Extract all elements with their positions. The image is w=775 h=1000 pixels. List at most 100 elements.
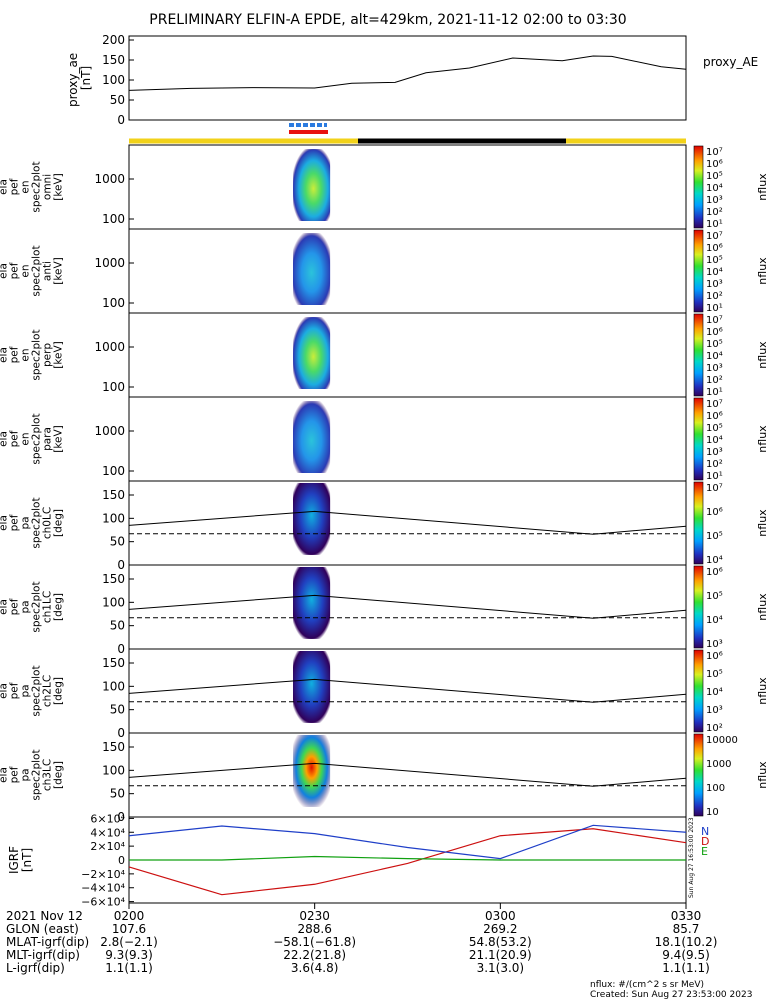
panel-ylabel: elapefpaspec2plotch2LC[deg] [0,665,65,716]
pitch-angle-patch [293,483,331,555]
colorbar-tick-label: 10⁵ [706,255,723,266]
proxy-ae-ylabel-line-1: proxy_ae [66,53,80,107]
loss-cone-line [128,510,687,535]
footer-units: nflux: #/(cm^2 s sr MeV) [590,980,704,990]
colorbar-tick-label: 10⁷ [706,483,723,494]
panel-ylabel-line: [deg] [53,593,65,621]
panel-frame [128,564,687,650]
time-axis-value: 21.1(20.9) [469,948,532,962]
proxy-ae-yticks: 0 50 100 150 200 [102,33,134,127]
colorbar-tick-label: 10¹ [706,219,723,230]
colorbar-tick-label: 10⁶ [706,243,723,254]
panel-ylabel-line: pa [20,600,32,613]
panel-ylabel: elapefenspec2plotpara[keV] [0,413,65,464]
panel-ylabel-line: ela [0,683,10,699]
ytick-label: 50 [110,703,125,717]
vertical-timestamp: Sun Aug 27 16:53:00 2023 [688,817,695,898]
colorbar-tick-label: 1000 [706,759,731,770]
igrf-ytick-label: −4×10⁴ [81,882,125,895]
time-axis-value: 3.1(3.0) [477,961,525,975]
panel-ylabel-line: [deg] [53,761,65,789]
panel-ylabel-line: spec2plot [31,581,43,632]
time-axis-value: 269.2 [483,922,517,936]
loss-cone-line [128,762,687,787]
igrf-ytick-label: 4×10⁴ [90,826,125,839]
colorbar-tick-label: 10² [706,723,723,734]
panel-ylabel-line: [keV] [53,341,65,369]
panel-ylabel-line: spec2plot [31,497,43,548]
colorbar-label: nflux [756,425,769,453]
loss-cone-line [128,594,687,619]
ytick-label: 100 [102,511,125,525]
colorbar-tick-label: 10⁵ [706,669,723,680]
proxy-ae-panel: 0 50 100 150 200 proxy_ae [nT] proxy_AE [66,33,758,127]
panel-frame [128,144,687,230]
colorbar-tick-label: 10⁶ [706,327,723,338]
colorbar-tick-label: 10⁶ [706,567,723,578]
panel-ylabel-line: para [42,427,54,451]
time-axis-value: 288.6 [297,922,331,936]
panel-ylabel-line: pef [9,178,21,195]
panel-7: elapefpaspec2plotch2LC[deg] 0 50 100 150 10² 1… [0,648,769,740]
time-axis-value: 9.4(9.5) [662,948,710,962]
time-axis-value: 18.1(10.2) [655,935,718,949]
panel-1: elapefenspec2plotomni[keV]100100010¹10²1… [0,144,769,230]
time-axis-value: −58.1(−61.8) [273,935,356,949]
igrf-ytick-label: 0 [118,854,125,867]
colorbar-label: nflux [756,761,769,789]
panel-ylabel-line: pef [9,262,21,279]
proxy-ae-ytick-label: 50 [110,93,125,107]
panel-ylabel: elapefpaspec2plotch0LC[deg] [0,497,65,548]
panel-ylabel-line: spec2plot [31,161,43,212]
colorbar-label: nflux [756,677,769,705]
proxy-ae-ylabel-line-2: [nT] [79,66,93,90]
page-title: PRELIMINARY ELFIN-A EPDE, alt=429km, 202… [149,12,626,28]
spectrogram-patch [293,401,331,473]
panel-4: elapefenspec2plotpara[keV]100100010¹10²1… [0,396,769,482]
ytick-label: 150 [102,488,125,502]
panel-ylabel-line: ela [0,599,10,615]
panel-ylabel-line: [keV] [53,173,65,201]
panel-ylabel-line: [keV] [53,257,65,285]
ytick-label: 1000 [94,340,125,354]
time-axis-value: 3.6(4.8) [291,961,339,975]
ytick-label: 100 [102,212,125,226]
igrf-east-line [129,855,686,861]
colorbar-tick-label: 10⁷ [706,399,723,410]
colorbar-tick-label: 10000 [706,735,738,746]
time-axis-table: 2021 Nov 12 0200 0230 0300 0330 GLON (east) 10… [6,903,717,975]
time-axis-value: 22.2(21.8) [283,948,346,962]
panel-ylabel-line: ch3LC [42,759,54,791]
ytick-label: 100 [102,464,125,478]
ytick-label: 150 [102,572,125,586]
colorbar-tick-label: 10⁴ [706,435,723,446]
colorbar-tick-label: 100 [706,783,725,794]
time-axis-value: 0200 [114,909,145,923]
colorbar-tick-label: 10² [706,459,723,470]
panel-ylabel-line: en [20,348,32,361]
panel-ylabel-line: spec2plot [31,665,43,716]
proxy-ae-ytick-label: 0 [117,113,125,127]
colorbar-label: nflux [756,593,769,621]
igrf-north-line [128,824,687,860]
colorbar-tick-label: 10³ [706,195,723,206]
ytick-label: 150 [102,740,125,754]
panel-8: elapefpaspec2plotch3LC[deg] 0 50 100 150 10 10… [0,732,769,824]
colorbar-tick-label: 10² [706,375,723,386]
panel-frame [128,732,687,818]
panel-ylabel-line: pa [20,684,32,697]
ytick-label: 100 [102,296,125,310]
panel-ylabel-line: pef [9,598,21,615]
ytick-label: 100 [102,380,125,394]
colorbar [693,733,704,817]
colorbar-tick-label: 10⁶ [706,159,723,170]
colorbar-tick-label: 10⁶ [706,507,723,518]
time-axis-row-label: MLAT-igrf(dip) [6,935,89,949]
colorbar-tick-label: 10⁵ [706,591,723,602]
igrf-panel: −6×10⁴−4×10⁴−2×10⁴02×10⁴4×10⁴6×10⁴IGRF[n… [7,812,709,908]
colorbar-tick-label: 10⁷ [706,315,723,326]
panel-ylabel: elapefpaspec2plotch1LC[deg] [0,581,65,632]
igrf-ytick-label: −6×10⁴ [81,896,125,909]
panel-ylabel-line: ela [0,431,10,447]
panel-6: elapefpaspec2plotch1LC[deg] 0 50 100 150 10³ 1… [0,564,769,656]
